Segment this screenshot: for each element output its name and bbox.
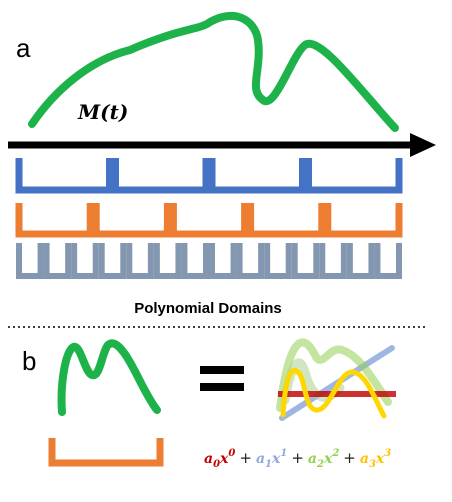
domain-bracket-row3	[43, 243, 72, 279]
basis-quadratic	[276, 338, 392, 412]
basis-cubic	[280, 367, 387, 419]
domain-bracket-row2	[15, 203, 94, 238]
domain-bracket-row2	[324, 203, 403, 238]
domain-bracket	[48, 438, 164, 467]
basis-curves	[276, 338, 396, 421]
term-part: 0	[228, 448, 235, 459]
domain-bracket-row3	[209, 243, 237, 279]
term-part: x	[375, 451, 385, 467]
term-part: 3	[384, 448, 391, 459]
plus-sign: +	[239, 449, 252, 467]
domain-bracket-row3	[126, 243, 154, 279]
time-axis	[8, 133, 436, 157]
polynomial-domains	[15, 158, 403, 279]
panel-a-label: a	[16, 33, 31, 63]
plus-sign: +	[343, 449, 356, 467]
domain-bracket-row2	[169, 203, 249, 238]
term-part: a	[360, 451, 369, 467]
domain-bracket-row3	[291, 243, 320, 279]
domain-bracket-row1	[15, 158, 113, 194]
domain-bracket-row1	[208, 158, 306, 194]
domain-bracket-row3	[98, 243, 127, 279]
plus-sign: +	[291, 449, 304, 467]
term-part: a	[256, 451, 265, 467]
domain-curve	[57, 339, 161, 416]
domain-bracket-row3	[153, 243, 182, 279]
term-part: 1	[280, 448, 287, 459]
equals-sign	[200, 366, 244, 391]
term-part: 1	[265, 459, 272, 470]
term-part: 3	[369, 459, 376, 470]
term-part: a	[204, 451, 213, 467]
term-part: x	[271, 451, 281, 467]
domain-bracket-row1	[112, 158, 210, 194]
polynomial-expression: a0x0​+a1x1​+a2x2​+a3x3​	[204, 448, 391, 470]
term-part: 2	[331, 448, 339, 459]
domain-bracket-row3	[319, 243, 347, 279]
domain-bracket-row3	[236, 243, 265, 279]
domain-bracket-row2	[92, 203, 171, 238]
domain-bracket-row3	[16, 243, 44, 279]
domains-caption: Polynomial Domains	[134, 300, 282, 317]
panel-b-label: b	[22, 346, 36, 376]
domain-bracket-row2	[247, 203, 326, 238]
domain-bracket-row3	[346, 243, 375, 279]
function-label: M(t)	[77, 100, 128, 124]
domain-bracket-row1	[305, 158, 403, 194]
domain-bracket-row3	[264, 243, 292, 279]
term-part: 2	[316, 459, 324, 470]
domain-bracket-row3	[374, 243, 402, 279]
domain-bracket-row3	[181, 243, 209, 279]
domain-bracket-row3	[71, 243, 99, 279]
term-part: 0	[213, 459, 220, 470]
term-part: x	[219, 451, 229, 467]
signal-curve	[28, 12, 399, 132]
term-part: a	[308, 451, 317, 467]
term-part: x	[323, 451, 333, 467]
